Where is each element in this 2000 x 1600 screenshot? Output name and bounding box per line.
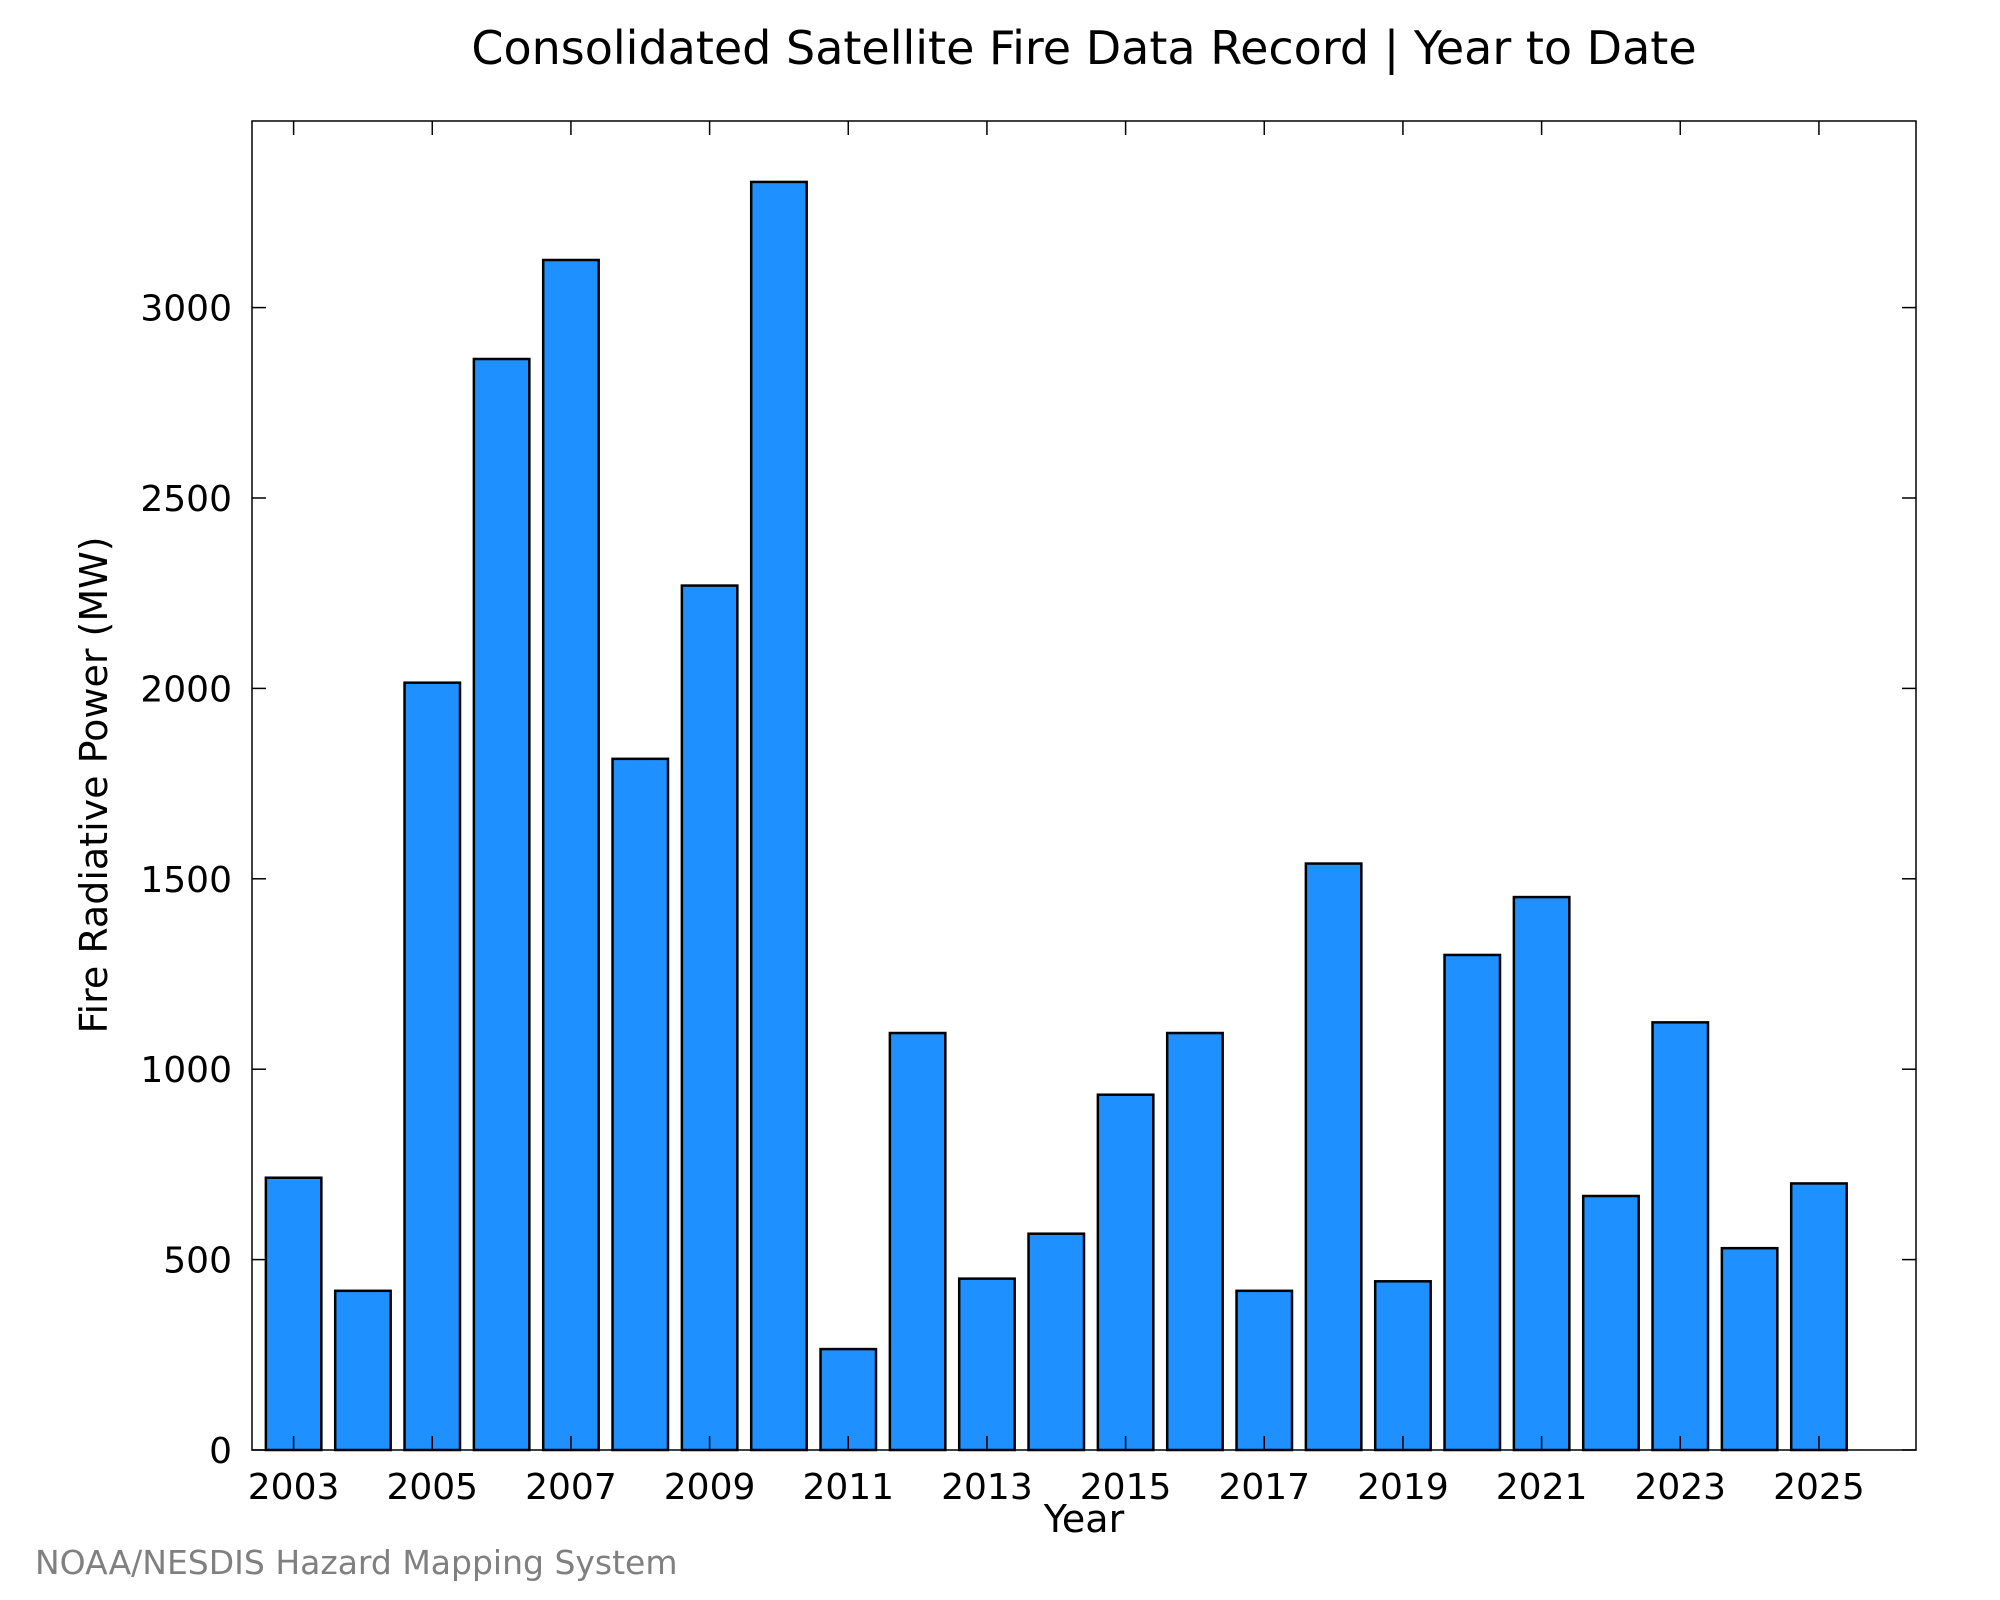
x-tick-label: 2005	[386, 1467, 478, 1508]
y-axis-label: Fire Radiative Power (MW)	[72, 536, 116, 1033]
bar-2012	[888, 1031, 947, 1452]
x-tick-label: 2019	[1357, 1467, 1449, 1508]
y-tick-label: 0	[209, 1431, 232, 1472]
bar-2011	[819, 1347, 878, 1452]
y-tick-label: 3000	[140, 289, 232, 330]
ticks-group: 2003 2005 2007 2009 2011 2013 2015 2017 2019 2021…	[140, 121, 1916, 1508]
bar-2022	[1581, 1194, 1640, 1452]
chart-title: Consolidated Satellite Fire Data Record …	[471, 21, 1696, 76]
x-tick-label: 2021	[1496, 1467, 1588, 1508]
source-credit: NOAA/NESDIS Hazard Mapping System	[35, 1543, 678, 1582]
bar-2004	[333, 1289, 392, 1452]
bar-2020	[1443, 953, 1502, 1452]
bar-2024	[1720, 1246, 1779, 1452]
x-tick-label: 2017	[1218, 1467, 1310, 1508]
bar-2019	[1373, 1280, 1432, 1452]
y-tick-label: 2000	[140, 669, 232, 710]
bar-2003	[264, 1176, 323, 1452]
plot-area-frame	[251, 120, 1917, 1451]
x-tick-label: 2023	[1634, 1467, 1726, 1508]
x-tick-label: 2013	[941, 1467, 1033, 1508]
x-axis-label: Year	[1043, 1497, 1125, 1541]
x-tick-label: 2003	[248, 1467, 340, 1508]
x-tick-label: 2025	[1773, 1467, 1865, 1508]
bar-2014	[1027, 1232, 1086, 1452]
bar-2008	[611, 757, 670, 1452]
x-tick-label: 2009	[664, 1467, 756, 1508]
bar-2005	[403, 681, 462, 1452]
bar-2013	[957, 1277, 1016, 1452]
bar-2025	[1789, 1182, 1848, 1452]
bar-2009	[680, 584, 739, 1452]
bar-2010	[749, 180, 808, 1452]
bar-2006	[472, 357, 531, 1452]
bar-2018	[1304, 862, 1363, 1452]
y-tick-label: 2500	[140, 479, 232, 520]
bar-2021	[1512, 895, 1571, 1452]
bar-2017	[1235, 1289, 1294, 1452]
x-tick-label: 2007	[525, 1467, 617, 1508]
bar-2023	[1651, 1021, 1710, 1452]
bar-2015	[1096, 1093, 1155, 1452]
bar-2016	[1165, 1031, 1224, 1452]
y-tick-label: 1500	[140, 860, 232, 901]
x-tick-label: 2011	[802, 1467, 894, 1508]
y-tick-label: 1000	[140, 1050, 232, 1091]
y-tick-label: 500	[163, 1241, 232, 1282]
x-tick-label: 2015	[1080, 1467, 1172, 1508]
bars-group	[264, 180, 1848, 1452]
bar-2007	[541, 258, 600, 1452]
